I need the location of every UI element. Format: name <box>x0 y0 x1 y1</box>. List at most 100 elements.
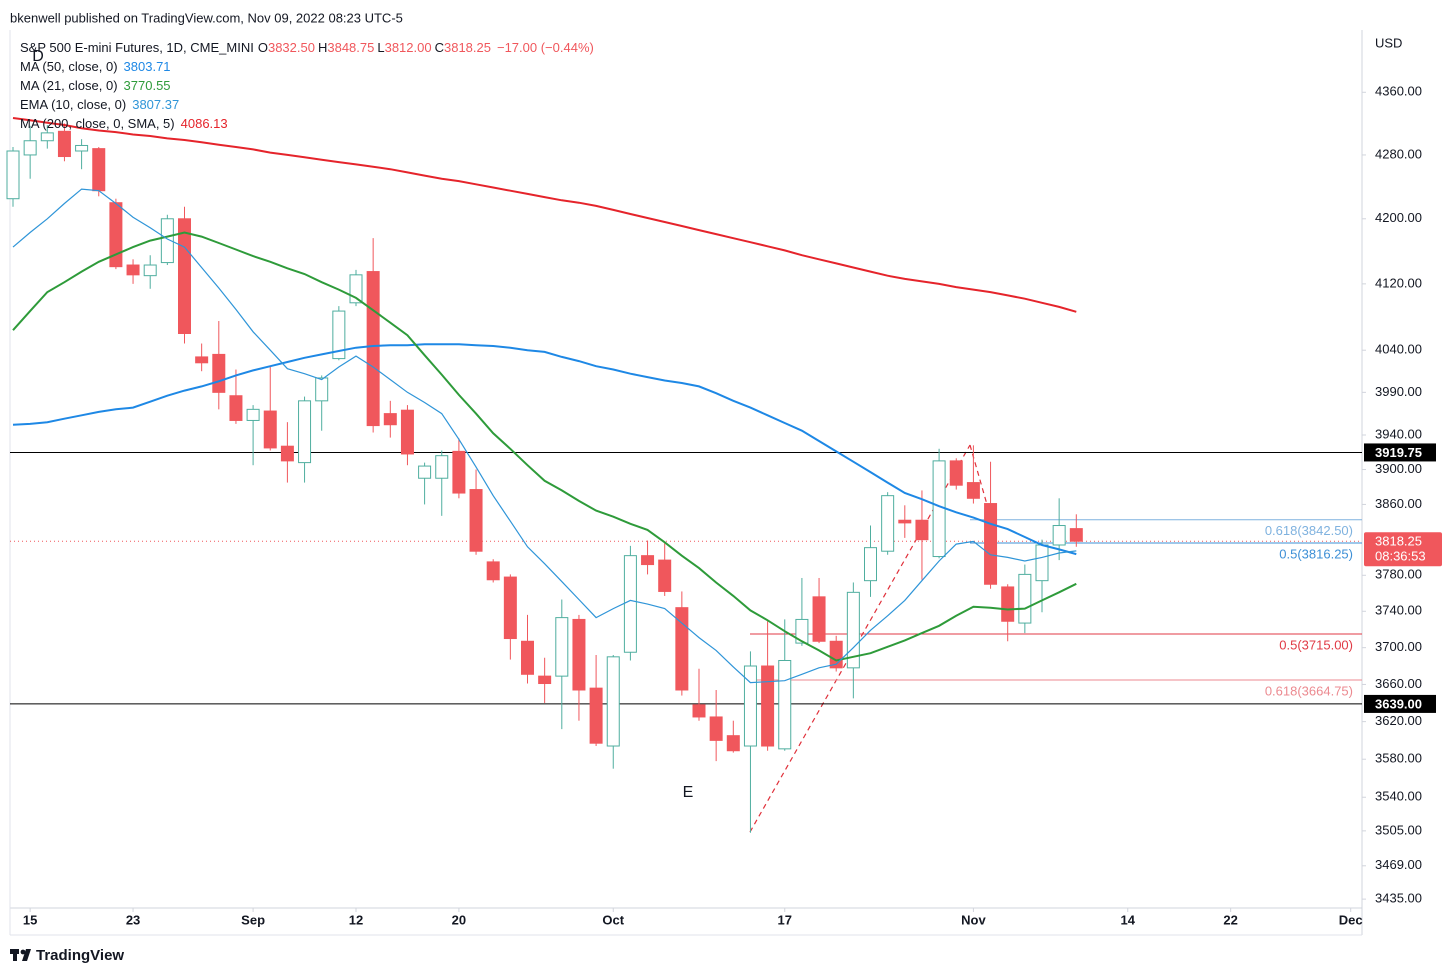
last-price-box <box>1364 532 1442 567</box>
candle-body <box>383 413 397 426</box>
candle-body <box>881 495 895 552</box>
ma-line <box>12 188 1077 684</box>
candle-body <box>589 687 603 744</box>
candle-body <box>1035 544 1049 582</box>
x-tick-label: 20 <box>452 912 466 927</box>
candle-body <box>315 377 329 402</box>
legend-ohlc-value: 3812.00 <box>385 40 432 55</box>
legend-row: MA (21, close, 0) 3770.55 <box>20 78 171 93</box>
candle-body <box>263 410 277 449</box>
candle-body <box>658 559 672 592</box>
candle-body <box>332 310 346 360</box>
candle-body <box>555 617 569 677</box>
candle-body <box>675 607 689 691</box>
y-tick-label: 3660.00 <box>1375 676 1422 691</box>
x-tick-label: Sep <box>241 912 265 927</box>
logo-shape <box>22 949 31 961</box>
candle-body <box>1001 586 1015 622</box>
candle-body <box>6 150 20 200</box>
y-tick-label: 4360.00 <box>1375 84 1422 99</box>
legend-ohlc-value: 3832.50 <box>268 40 315 55</box>
candle-body <box>966 482 980 499</box>
legend-value: 4086.13 <box>181 116 228 131</box>
candle-body <box>778 659 792 750</box>
fib-label: 0.5(3715.00) <box>1279 637 1353 652</box>
y-tick-label: 4280.00 <box>1375 146 1422 161</box>
candle-body <box>109 202 123 268</box>
legend-row: EMA (10, close, 0) 3807.37 <box>20 97 179 112</box>
candle-body <box>846 591 860 669</box>
legend-value: 3803.71 <box>124 59 171 74</box>
y-tick-label: 3435.00 <box>1375 891 1422 906</box>
legend-ohlc-value: 3818.25 <box>444 40 491 55</box>
legend-ohlc-value: 3848.75 <box>327 40 374 55</box>
price-label: 3639.00 <box>1375 696 1422 711</box>
candle-body <box>864 547 877 582</box>
legend-ohlc-key: L <box>377 40 384 55</box>
y-tick-label: 3505.00 <box>1375 822 1422 837</box>
legend-name: MA (21, close, 0) <box>20 78 118 93</box>
y-tick-label: 4200.00 <box>1375 210 1422 225</box>
candle-body <box>1052 525 1066 546</box>
candle-body <box>503 576 517 640</box>
legend-value: 3770.55 <box>124 78 171 93</box>
y-tick-label: 3740.00 <box>1375 603 1422 618</box>
legend-row: MA (50, close, 0) 3803.71 <box>20 59 171 74</box>
fib-label: 0.618(3842.50) <box>1265 523 1353 538</box>
candle-body <box>1069 528 1083 542</box>
x-tick-label: Nov <box>961 912 986 927</box>
ma-line <box>12 343 1077 556</box>
last-price-label: 3818.25 <box>1375 534 1422 549</box>
candle-body <box>57 130 71 158</box>
candle-body <box>726 735 740 752</box>
candle-body <box>915 519 929 541</box>
candle-body <box>692 704 706 718</box>
logo-shape <box>20 949 26 955</box>
legend-name: MA (200, close, 0, SMA, 5) <box>20 116 175 131</box>
logo-shape <box>13 949 17 961</box>
candle-body <box>126 264 140 276</box>
legend-change: −17.00 (−0.44%) <box>497 40 594 55</box>
legend-name: EMA (10, close, 0) <box>20 97 126 112</box>
y-tick-label: 3860.00 <box>1375 496 1422 511</box>
candle-body <box>469 489 483 552</box>
candle-body <box>246 408 260 421</box>
y-tick-label: 3990.00 <box>1375 384 1422 399</box>
candle-body <box>984 503 998 585</box>
legend-symbol-row: S&P 500 E-mini Futures, 1D, CME_MINI O383… <box>20 40 594 55</box>
candle-body <box>452 450 466 494</box>
candle-body <box>418 465 432 479</box>
candle-body <box>280 445 294 462</box>
candle-body <box>709 716 723 741</box>
legend-ohlc-key: O <box>258 40 268 55</box>
x-tick-label: Dec <box>1339 912 1363 927</box>
price-label: 3919.75 <box>1375 445 1422 460</box>
x-tick-label: 17 <box>778 912 792 927</box>
candle-body <box>400 409 414 455</box>
legend-value: 3807.37 <box>132 97 179 112</box>
legend-ohlc-key: C <box>435 40 444 55</box>
candle-body <box>623 555 637 653</box>
price-label-box <box>1364 694 1436 713</box>
x-tick-label: 15 <box>23 912 37 927</box>
legend-ohlc-key: H <box>318 40 327 55</box>
y-tick-label: 4120.00 <box>1375 275 1422 290</box>
y-tick-label: 3620.00 <box>1375 713 1422 728</box>
footer-logo-text: TradingView <box>36 947 124 964</box>
legend-symbol: S&P 500 E-mini Futures, 1D, CME_MINI <box>20 40 254 55</box>
x-tick-label: Oct <box>602 912 624 927</box>
candle-body <box>538 675 552 685</box>
x-tick-label: 22 <box>1223 912 1237 927</box>
candle-body <box>195 356 209 364</box>
candle-body <box>366 271 380 427</box>
candle-body <box>40 132 54 142</box>
candle-body <box>212 353 226 393</box>
header: bkenwell published on TradingView.com, N… <box>10 10 403 25</box>
candle-body <box>178 218 191 334</box>
candle-body <box>75 144 89 152</box>
logo <box>10 949 31 961</box>
y-tick-label: 4040.00 <box>1375 342 1422 357</box>
candle-body <box>572 618 586 691</box>
